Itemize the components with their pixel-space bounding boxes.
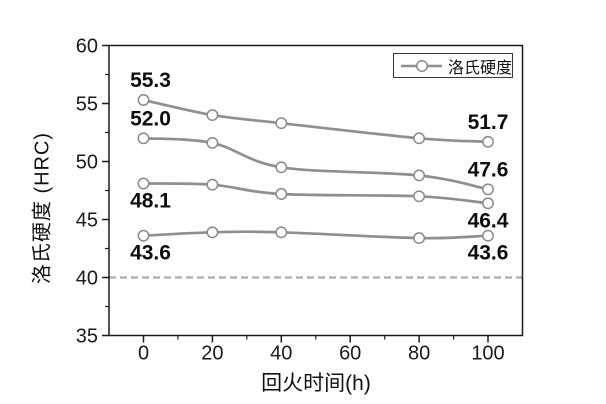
data-point (206, 178, 219, 191)
y-tick-label: 35 (76, 326, 98, 348)
x-tick-label: 80 (408, 343, 430, 365)
data-point (275, 226, 288, 239)
hardness-line-2 (142, 136, 490, 191)
legend-marker-icon (401, 59, 442, 72)
data-label-first: 55.3 (130, 69, 171, 92)
data-point (482, 135, 494, 148)
plot-border (108, 44, 524, 337)
data-point (413, 132, 426, 145)
x-tick-label: 20 (201, 343, 223, 365)
x-tick-label: 60 (339, 343, 361, 365)
x-tick-label: 100 (471, 343, 504, 365)
data-point (206, 136, 219, 149)
data-point (482, 183, 494, 196)
data-label-last: 46.4 (468, 209, 509, 232)
data-point (275, 161, 288, 174)
data-label-first: 43.6 (130, 242, 171, 265)
hardness-line-1 (142, 98, 490, 144)
data-point (482, 229, 494, 242)
data-label-last: 51.7 (468, 111, 509, 134)
data-point (275, 117, 288, 130)
y-tick-label: 50 (76, 152, 98, 174)
y-tick-label: 60 (76, 36, 98, 58)
x-tick-label: 40 (270, 343, 292, 365)
hardness-line-4 (142, 230, 490, 240)
data-point (137, 177, 150, 190)
data-point (413, 190, 426, 203)
data-label-last: 43.6 (468, 242, 509, 265)
data-point (137, 229, 150, 242)
data-point (137, 132, 150, 145)
legend: 洛氏硬度 (393, 53, 513, 78)
data-label-first: 48.1 (130, 190, 171, 213)
data-point (206, 109, 219, 122)
y-tick-label: 40 (76, 268, 98, 290)
x-axis-title-unit: (h) (345, 372, 371, 395)
y-axis-title: 洛氏硬度 (HRC) (26, 132, 55, 284)
x-axis-title-text: 回火时间 (261, 371, 346, 395)
legend-label: 洛氏硬度 (447, 59, 512, 77)
x-tick-label: 0 (138, 343, 149, 365)
y-tick-label: 45 (76, 210, 98, 232)
data-point (482, 197, 494, 210)
data-point (413, 232, 426, 245)
x-axis-title: 回火时间(h) (109, 367, 523, 397)
data-label-last: 47.6 (468, 158, 509, 181)
y-tick-label: 55 (76, 94, 98, 116)
data-label-first: 52.0 (130, 107, 171, 130)
data-point (206, 226, 219, 239)
data-point (275, 188, 288, 200)
data-point (413, 169, 426, 182)
y-axis-title-text: 洛氏硬度 (HRC) (31, 131, 54, 285)
hardness-line-3 (142, 182, 490, 205)
data-point (137, 94, 150, 106)
